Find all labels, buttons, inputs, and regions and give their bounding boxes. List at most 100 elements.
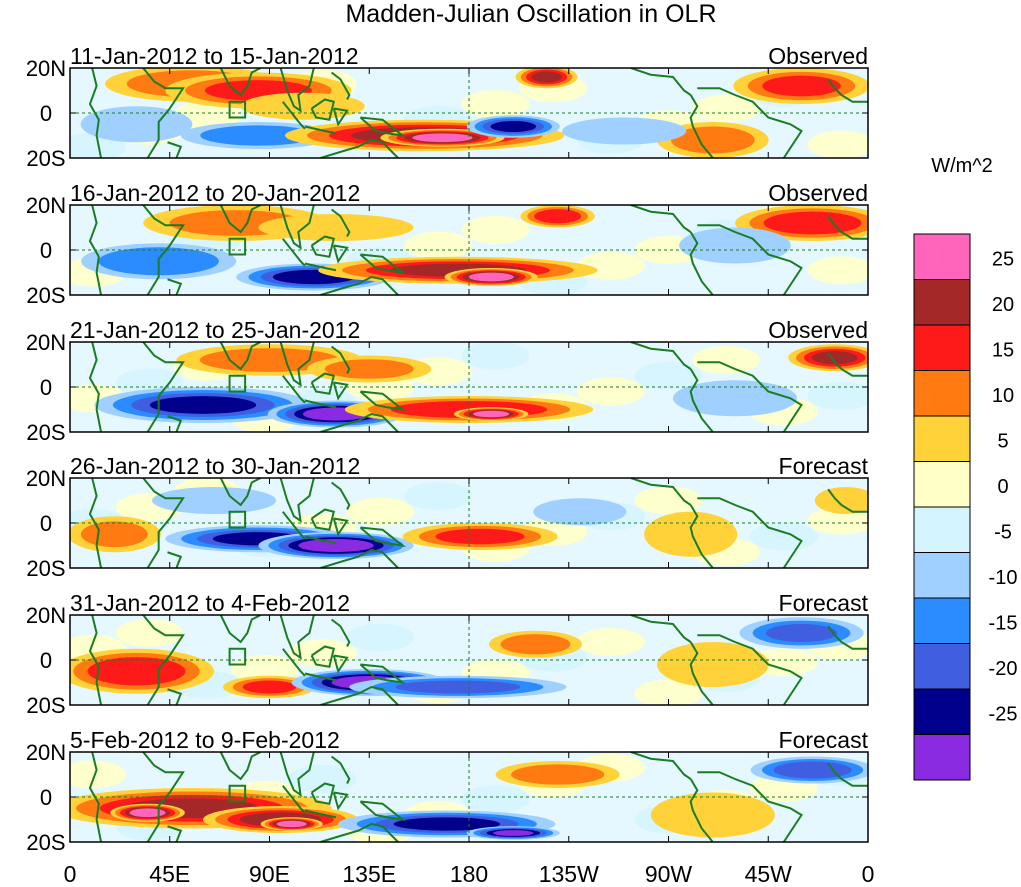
coastline	[320, 412, 399, 432]
coastline	[304, 535, 337, 545]
colorbar-label: 5	[997, 431, 1008, 453]
weak-anomaly	[461, 785, 530, 814]
coastline	[330, 345, 351, 374]
weak-anomaly	[403, 231, 472, 260]
region-box	[228, 100, 247, 119]
anomaly-contour	[87, 657, 186, 686]
anomaly-contour	[199, 348, 340, 372]
coastline	[332, 381, 349, 401]
colorbar-swatch	[913, 461, 971, 508]
anomaly-contour	[393, 817, 501, 831]
colorbar-label: -15	[989, 613, 1018, 635]
colorbar-swatch	[913, 233, 971, 280]
coastline	[88, 205, 103, 295]
panel-1: 20N 0 20S 11-Jan-2012 to 15-Jan-2012 Observe…	[26, 43, 869, 171]
anomaly-contour	[473, 410, 510, 418]
weak-anomaly	[346, 497, 415, 526]
x-axis: 0 45E 90E 135E 180 135W 90W 45W 0	[64, 861, 875, 887]
coastline	[142, 68, 185, 158]
coastline	[310, 782, 335, 805]
weak-anomaly	[461, 215, 530, 244]
colorbar-swatch	[913, 506, 971, 553]
coastline	[310, 508, 335, 531]
panel-date-range: 21-Jan-2012 to 25-Jan-2012	[70, 317, 360, 343]
coastline	[697, 497, 803, 568]
coastline	[279, 205, 315, 250]
anomaly-contour	[656, 642, 769, 687]
anomaly-contour	[533, 498, 627, 526]
coastline	[167, 825, 183, 842]
panel-date-range: 26-Jan-2012 to 30-Jan-2012	[70, 453, 360, 479]
anomaly-field	[70, 205, 868, 295]
panel-status: Forecast	[779, 727, 869, 753]
coastline	[697, 634, 803, 705]
coastline	[827, 78, 868, 103]
coastlines	[88, 752, 868, 842]
coastline	[320, 138, 399, 158]
anomaly-contour	[534, 209, 582, 224]
coastline	[359, 663, 407, 685]
anomaly-contour	[644, 511, 738, 557]
coastline	[88, 68, 103, 158]
coastline	[332, 517, 349, 537]
anomaly-contour	[80, 521, 148, 548]
panel-status: Observed	[768, 317, 868, 343]
anomaly-contour	[811, 351, 858, 365]
weak-anomaly	[403, 482, 472, 510]
weak-anomaly	[461, 90, 530, 118]
colorbar-label: 25	[992, 249, 1014, 271]
y-tick-label: 20N	[26, 330, 66, 355]
coastline	[310, 645, 335, 668]
coastline	[689, 641, 714, 705]
anomaly-contour	[562, 117, 687, 145]
coastlines	[88, 615, 868, 705]
coastline	[304, 809, 337, 819]
coastline	[279, 68, 315, 113]
anomaly-contour	[531, 71, 562, 83]
coastline	[320, 822, 399, 842]
coastline	[219, 342, 262, 371]
region-box	[228, 784, 247, 803]
y-tick-label: 0	[40, 375, 52, 400]
colorbar-swatch	[913, 597, 971, 644]
weak-anomaly	[576, 377, 645, 406]
weak-anomaly	[70, 760, 127, 789]
anomaly-contour	[650, 792, 775, 838]
weak-anomaly	[692, 94, 761, 123]
y-tick-label: 20N	[26, 193, 66, 218]
coastline	[689, 778, 714, 842]
panel-4: 20N 0 20S 26-Jan-2012 to 30-Jan-2012 Forecas…	[26, 453, 869, 581]
coastline	[359, 800, 407, 822]
panel-status: Observed	[768, 180, 868, 206]
coastline	[304, 399, 337, 409]
anomaly-contour	[765, 623, 838, 643]
panel-date-range: 16-Jan-2012 to 20-Jan-2012	[70, 180, 360, 206]
coastline	[827, 762, 868, 787]
anomaly-contour	[276, 820, 307, 828]
anomaly-contour	[773, 761, 852, 779]
coastline	[697, 361, 803, 432]
y-tick-label: 20N	[26, 603, 66, 628]
coastline	[630, 478, 692, 506]
colorbar-label: 10	[992, 385, 1014, 407]
anomaly-contour	[200, 125, 317, 146]
anomaly-contour	[490, 120, 537, 133]
y-tick-label: 0	[40, 511, 52, 536]
coastline	[332, 244, 349, 264]
y-tick-label: 0	[40, 238, 52, 263]
coastline	[88, 478, 103, 568]
coastline	[88, 615, 103, 705]
colorbar-units-label: W/m^2	[931, 155, 993, 177]
coastline	[697, 224, 803, 295]
y-tick-label: 0	[40, 101, 52, 126]
coastline	[630, 752, 692, 780]
coastlines	[88, 68, 868, 158]
coastline	[310, 235, 335, 258]
panel-status: Observed	[768, 43, 868, 69]
coastline	[304, 125, 337, 135]
panel-date-range: 5-Feb-2012 to 9-Feb-2012	[70, 727, 340, 753]
coastline	[310, 98, 335, 121]
colorbar-swatch	[913, 415, 971, 462]
colorbar-swatch	[913, 734, 971, 781]
